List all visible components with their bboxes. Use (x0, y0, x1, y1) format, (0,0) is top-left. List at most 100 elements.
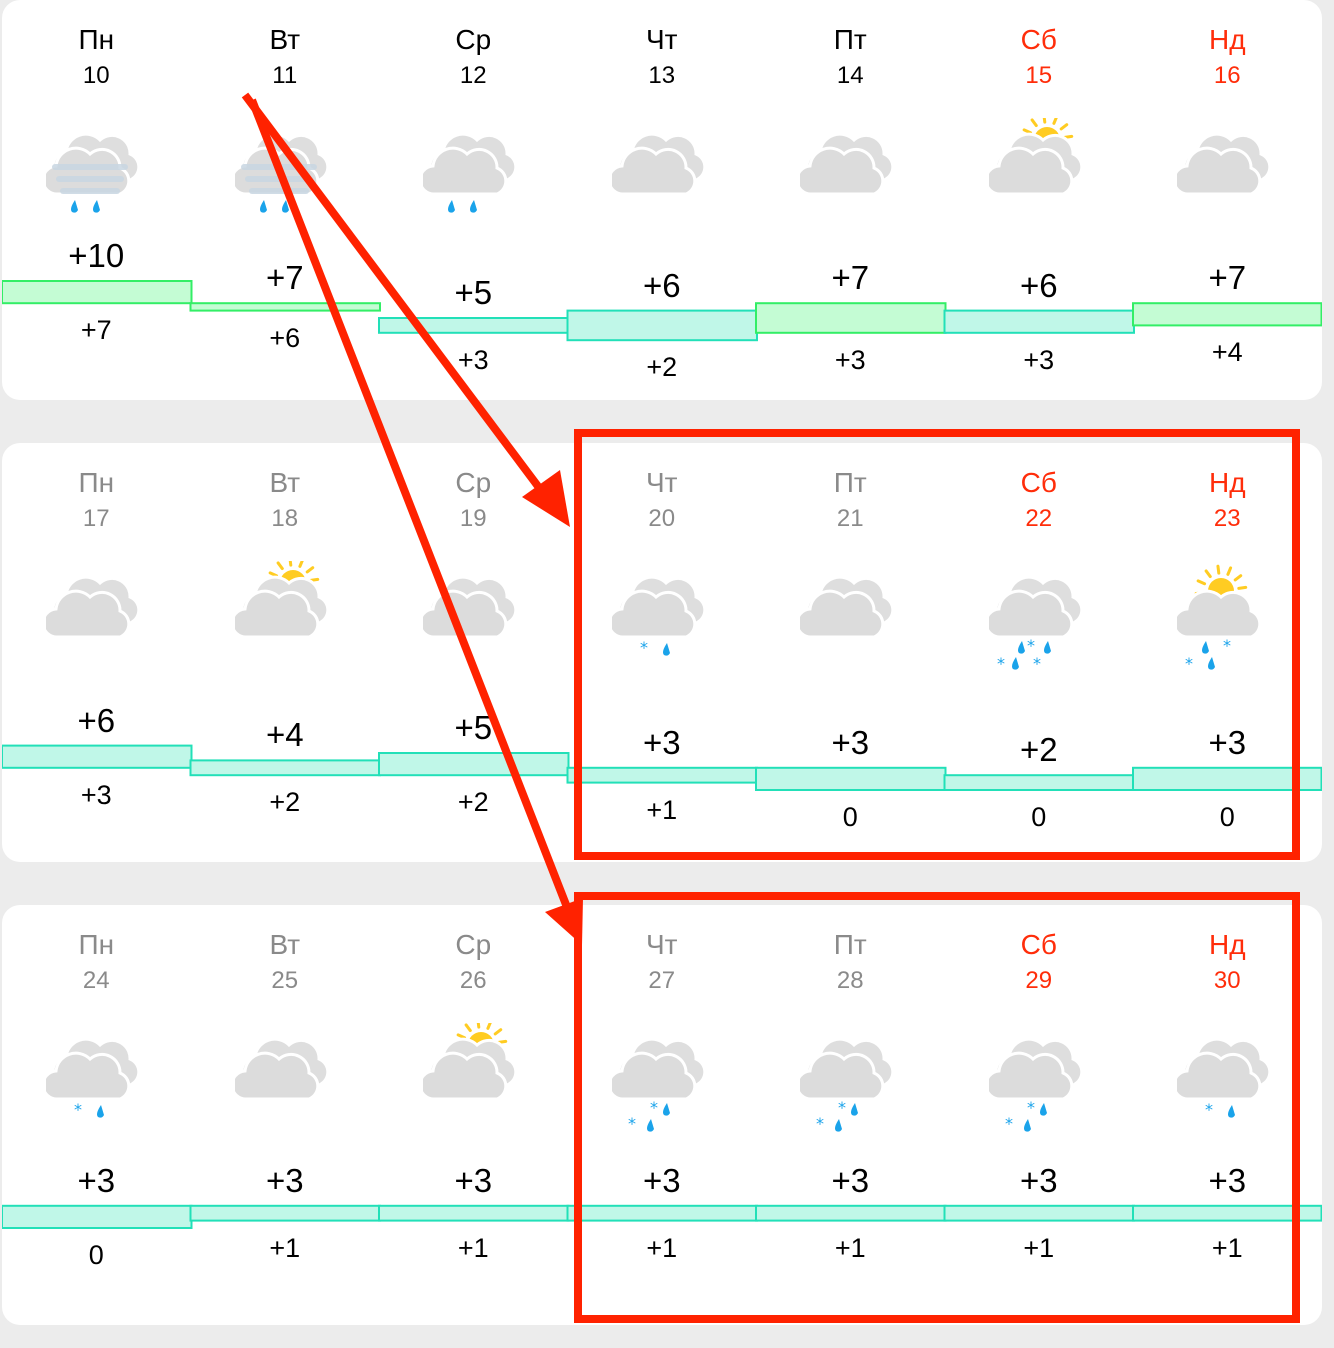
cloud-icon (234, 1037, 329, 1101)
cloud-sleet-heavy-icon: ** * (988, 575, 1083, 671)
day-cell[interactable]: Сб 15 +6 +3 (945, 0, 1134, 400)
day-name: Нд (1208, 24, 1246, 55)
day-cell[interactable]: Ср 26 +3 +1 (379, 905, 568, 1325)
raindrop-icon (1228, 1105, 1235, 1118)
cloud-rain-icon (423, 132, 518, 213)
day-cell[interactable]: Чт 13 +6 +2 (568, 0, 757, 400)
partly-sunny-icon (234, 561, 329, 639)
min-temperature: +1 (1211, 1232, 1243, 1263)
cloud-sleet-medium-icon: ** (800, 1037, 895, 1133)
day-number: 15 (1025, 62, 1053, 89)
fog-rain-icon (46, 132, 141, 213)
day-number: 11 (272, 62, 298, 89)
week-card: Пн 24 * +3 0 Вт 25 +3 +1 Ср 26 +3 +1 Чт 27 … (2, 905, 1322, 1325)
day-name: Пн (78, 929, 115, 960)
day-number: 10 (82, 62, 110, 89)
day-number: 23 (1213, 505, 1241, 532)
min-temperature: +2 (269, 787, 301, 818)
day-cell[interactable]: Чт 20 * +3 +1 (568, 443, 757, 862)
min-temperature: +1 (646, 1232, 678, 1263)
cloud-icon (800, 132, 895, 196)
min-temperature: +1 (1023, 1232, 1055, 1263)
day-name: Нд (1208, 929, 1246, 960)
day-name: Сб (1020, 929, 1057, 960)
max-temperature: +3 (1208, 723, 1247, 761)
snowflake-icon: * (816, 1114, 824, 1133)
cloud-icon (46, 146, 131, 196)
raindrop-icon (646, 1119, 654, 1132)
snowflake-icon: * (640, 638, 648, 657)
fog-rain-icon (234, 132, 329, 213)
max-temperature: +10 (68, 237, 125, 274)
day-cell[interactable]: Ср 12 +5 +3 (379, 0, 568, 400)
day-cell[interactable]: Нд 16 +7 +4 (1133, 0, 1322, 400)
sun-cloud-sleet-icon: ** (1177, 564, 1262, 671)
day-number: 16 (1213, 62, 1241, 89)
day-cell[interactable]: Вт 25 +3 +1 (191, 905, 380, 1325)
min-temperature: +3 (834, 344, 866, 375)
max-temperature: +5 (454, 709, 493, 746)
cloud-sleet-medium-icon: ** (611, 1037, 706, 1133)
day-cell[interactable]: Пн 10 +10 +7 (2, 0, 191, 400)
max-temperature: +3 (1208, 1161, 1247, 1199)
raindrop-icon (448, 200, 455, 213)
min-temperature: 0 (842, 802, 858, 832)
day-name: Вт (269, 929, 301, 960)
max-temperature: +6 (642, 266, 681, 304)
raindrop-icon (851, 1103, 858, 1116)
day-name: Вт (269, 24, 301, 55)
raindrop-icon (93, 200, 100, 213)
day-name: Пн (78, 24, 115, 55)
cloud-icon (234, 1051, 319, 1101)
cloud-sleet-light-icon: * (611, 575, 706, 657)
day-cell[interactable]: Нд 30 * +3 +1 (1133, 905, 1322, 1325)
temperature-band (2, 280, 1322, 342)
day-cell[interactable]: Пн 17 +6 +3 (2, 443, 191, 862)
day-cell[interactable]: Чт 27 * * +3 +1 (568, 905, 757, 1325)
raindrop-icon (662, 643, 670, 656)
day-cell[interactable]: Пт 21 +3 0 (756, 443, 945, 862)
cloud-icon (423, 1051, 508, 1101)
raindrop-icon (1043, 641, 1051, 654)
max-temperature: +7 (1208, 259, 1247, 297)
min-temperature: 0 (1031, 802, 1047, 832)
day-cell[interactable]: Ср 19 +5 +2 (379, 443, 568, 862)
max-temperature: +3 (1019, 1161, 1058, 1199)
temperature-band-segment (2, 744, 193, 769)
day-name: Чт (646, 467, 678, 498)
max-temperature: +7 (831, 259, 870, 297)
day-cell[interactable]: Сб 29 * * +3 +1 (945, 905, 1134, 1325)
day-name: Пт (833, 24, 867, 55)
day-cell[interactable]: Вт 11 +7 +6 (191, 0, 380, 400)
max-temperature: +3 (454, 1161, 493, 1199)
max-temperature: +3 (265, 1161, 304, 1199)
raindrop-icon (1017, 641, 1025, 654)
day-name: Сб (1020, 467, 1057, 498)
max-temperature: +6 (77, 701, 116, 739)
cloud-icon (46, 1051, 131, 1101)
max-temperature: +4 (265, 716, 304, 754)
min-temperature: +1 (646, 794, 678, 825)
week-card: Пн 17 +6 +3 Вт 18 +4 +2 Ср 19 +5 +2 Чт 20 *… (2, 443, 1322, 862)
day-cell[interactable]: Нд 23 * * +3 0 (1133, 443, 1322, 862)
day-name: Чт (646, 929, 678, 960)
min-temperature: +2 (457, 787, 489, 818)
raindrop-icon (470, 200, 477, 213)
cloud-icon (46, 575, 141, 639)
day-cell[interactable]: Пт 28 * * +3 +1 (756, 905, 945, 1325)
day-cell[interactable]: Пт 14 +7 +3 (756, 0, 945, 400)
cloud-icon (611, 146, 696, 196)
snowflake-icon: * (1033, 654, 1041, 671)
day-number: 20 (648, 505, 676, 532)
temperature-band-segment (2, 280, 193, 305)
temperature-band-segment (1132, 302, 1322, 327)
day-cell[interactable]: Вт 18 +4 +2 (191, 443, 380, 862)
min-temperature: +4 (1211, 337, 1243, 368)
cloud-icon (46, 589, 131, 639)
partly-sunny-icon (423, 1023, 518, 1101)
day-name: Пт (833, 467, 867, 498)
min-temperature: 0 (88, 1240, 104, 1270)
snowflake-icon: * (1205, 1100, 1213, 1119)
day-cell[interactable]: Пн 24 * +3 0 (2, 905, 191, 1325)
day-cell[interactable]: Сб 22 * * * +2 0 (945, 443, 1134, 862)
